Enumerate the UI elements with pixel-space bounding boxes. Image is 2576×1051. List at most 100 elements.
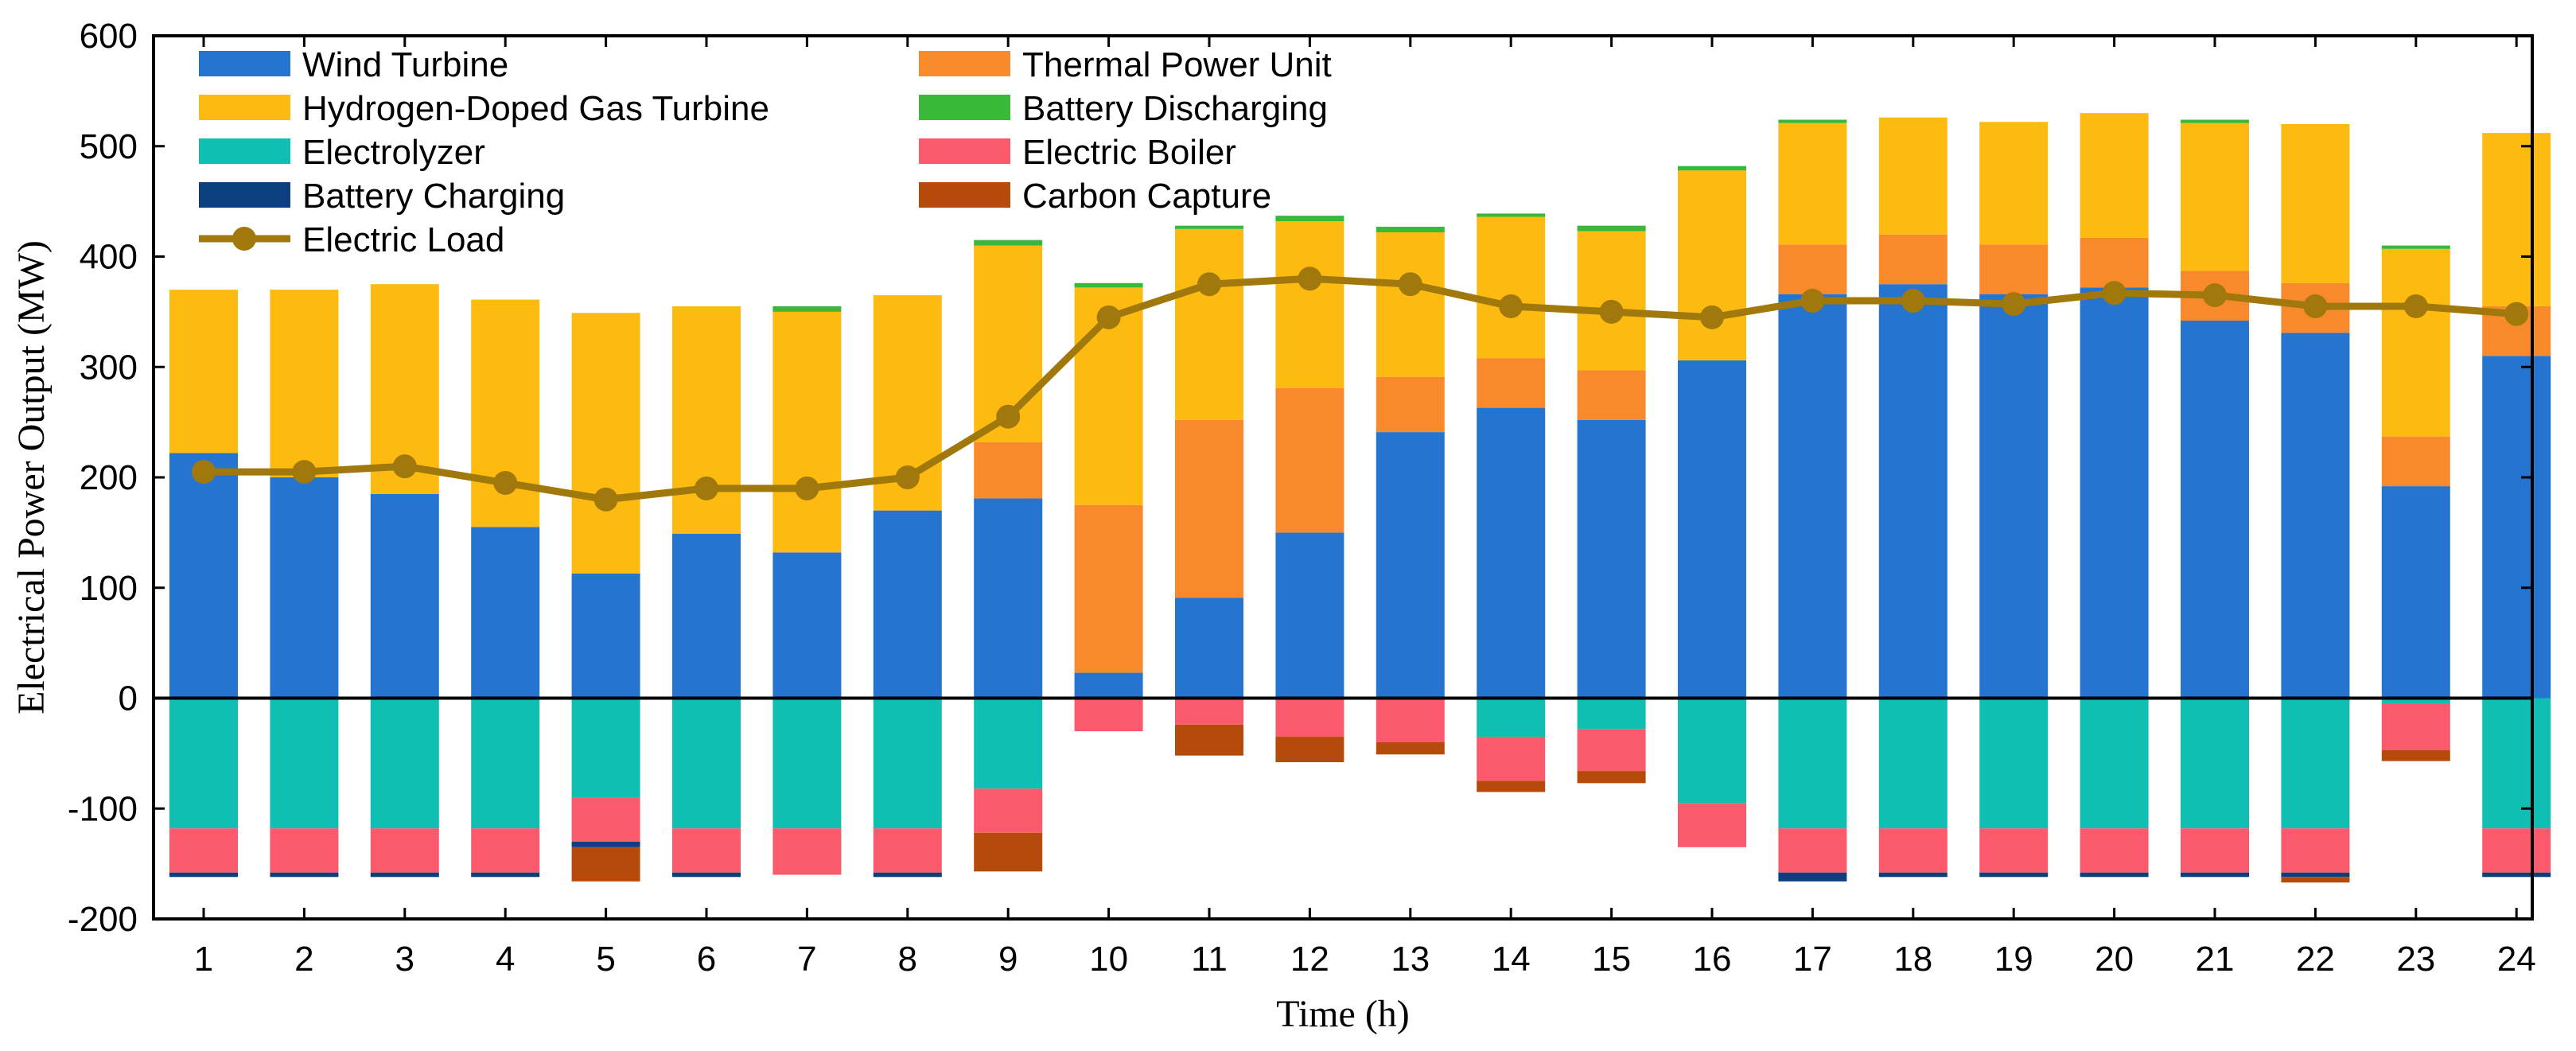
legend-label-carbon-capture: Carbon Capture [1022, 177, 1271, 216]
x-tick-label: 9 [998, 940, 1018, 979]
electric-load-point-24 [2504, 302, 2529, 326]
x-tick-label: 19 [1994, 940, 2033, 979]
bar-battery-discharging-13 [1376, 227, 1445, 232]
electric-load-point-6 [695, 476, 718, 500]
electric-load-point-15 [1599, 299, 1624, 324]
bar-battery-charging-22 [2281, 872, 2350, 878]
bar-wind-turbine-3 [370, 493, 439, 699]
bar-electrolyzer-6 [672, 698, 741, 829]
bar-wind-turbine-24 [2482, 356, 2551, 699]
bar-wind-turbine-23 [2381, 486, 2450, 699]
bar-electric-boiler-21 [2181, 828, 2249, 873]
x-tick-label: 24 [2497, 940, 2536, 979]
bar-carbon-capture-14 [1477, 780, 1546, 792]
y-tick-label: -200 [68, 900, 138, 939]
bar-wind-turbine-17 [1778, 294, 1847, 699]
x-tick-label: 6 [697, 940, 716, 979]
bar-battery-discharging-10 [1074, 282, 1143, 288]
y-tick-label: 200 [80, 458, 138, 497]
bar-hydrogen-doped-gas-turbine-2 [270, 290, 339, 477]
electric-load-point-21 [2203, 283, 2227, 308]
legend-label-electrolyzer: Electrolyzer [302, 133, 485, 172]
x-tick-label: 13 [1391, 940, 1430, 979]
electric-load-point-13 [1398, 272, 1422, 297]
electric-load-point-16 [1700, 305, 1724, 329]
y-tick-label: 400 [80, 238, 138, 277]
electric-load-point-2 [292, 460, 317, 485]
bar-hydrogen-doped-gas-turbine-1 [169, 290, 238, 453]
bar-wind-turbine-12 [1275, 532, 1344, 699]
bar-electrolyzer-8 [873, 698, 942, 829]
bar-wind-turbine-7 [772, 552, 842, 699]
bar-electric-boiler-4 [471, 828, 540, 873]
bar-battery-discharging-9 [974, 239, 1043, 246]
x-tick-label: 2 [294, 940, 313, 979]
bar-carbon-capture-9 [974, 832, 1043, 872]
legend-swatch-carbon-capture [919, 182, 1010, 208]
bar-thermal-power-unit-14 [1477, 358, 1546, 408]
bar-thermal-power-unit-15 [1577, 370, 1646, 420]
x-tick-label: 17 [1793, 940, 1832, 979]
bar-electric-boiler-19 [1979, 828, 2049, 873]
bar-electric-boiler-1 [169, 828, 238, 873]
bar-wind-turbine-20 [2080, 287, 2149, 699]
bar-battery-charging-19 [1979, 872, 2049, 878]
legend-swatch-battery-discharging [919, 95, 1010, 120]
bar-electric-boiler-23 [2381, 703, 2450, 750]
x-tick-label: 21 [2196, 940, 2235, 979]
y-tick-label: 600 [80, 17, 138, 56]
bar-wind-turbine-18 [1878, 284, 1948, 699]
bar-battery-discharging-7 [772, 306, 842, 312]
electric-load-point-9 [996, 404, 1021, 429]
x-tick-label: 1 [194, 940, 213, 979]
electric-load-point-8 [895, 465, 920, 489]
bar-wind-turbine-9 [974, 498, 1043, 699]
bar-battery-discharging-14 [1477, 213, 1546, 217]
electric-load-point-19 [2002, 292, 2026, 317]
y-tick-label: 500 [80, 127, 138, 166]
bar-wind-turbine-21 [2181, 320, 2249, 699]
x-tick-label: 23 [2396, 940, 2435, 979]
bar-electric-boiler-12 [1275, 698, 1344, 738]
legend-label-electric-boiler: Electric Boiler [1022, 133, 1236, 172]
electric-load-point-10 [1096, 305, 1121, 329]
bar-electrolyzer-2 [270, 698, 339, 829]
electric-load-point-7 [795, 476, 819, 500]
x-tick-label: 4 [496, 940, 515, 979]
legend-swatch-electric-boiler [919, 138, 1010, 164]
x-tick-label: 7 [797, 940, 816, 979]
electric-load-point-14 [1499, 294, 1523, 318]
bar-battery-charging-4 [471, 872, 540, 878]
x-tick-label: 12 [1290, 940, 1329, 979]
bar-hydrogen-doped-gas-turbine-18 [1878, 117, 1948, 235]
bar-hydrogen-doped-gas-turbine-14 [1477, 216, 1546, 359]
bar-hydrogen-doped-gas-turbine-22 [2281, 124, 2350, 283]
bar-electric-boiler-5 [571, 797, 640, 842]
electric-load-point-18 [1901, 289, 1925, 313]
bar-electric-boiler-11 [1175, 698, 1243, 725]
bar-hydrogen-doped-gas-turbine-5 [571, 313, 640, 574]
bar-electrolyzer-24 [2482, 698, 2551, 829]
legend-label-hydrogen-doped-gas-turbine: Hydrogen-Doped Gas Turbine [302, 89, 769, 128]
bar-electric-boiler-9 [974, 788, 1043, 833]
bar-wind-turbine-19 [1979, 294, 2049, 699]
bar-battery-charging-3 [370, 872, 439, 878]
bar-thermal-power-unit-10 [1074, 504, 1143, 673]
legend-swatch-wind-turbine [199, 51, 290, 76]
bars-layer [169, 113, 2551, 883]
x-tick-label: 18 [1893, 940, 1932, 979]
bar-electric-boiler-20 [2080, 828, 2149, 873]
bar-thermal-power-unit-13 [1376, 376, 1445, 433]
bar-wind-turbine-1 [169, 453, 238, 699]
bar-battery-charging-1 [169, 872, 238, 878]
bar-electrolyzer-14 [1477, 698, 1546, 738]
bar-electrolyzer-17 [1778, 698, 1847, 829]
bar-wind-turbine-13 [1376, 432, 1445, 699]
bar-hydrogen-doped-gas-turbine-21 [2181, 123, 2249, 271]
bar-electrolyzer-20 [2080, 698, 2149, 829]
bar-hydrogen-doped-gas-turbine-12 [1275, 221, 1344, 388]
bar-thermal-power-unit-11 [1175, 419, 1243, 598]
bar-electrolyzer-22 [2281, 698, 2350, 829]
bar-electrolyzer-19 [1979, 698, 2049, 829]
